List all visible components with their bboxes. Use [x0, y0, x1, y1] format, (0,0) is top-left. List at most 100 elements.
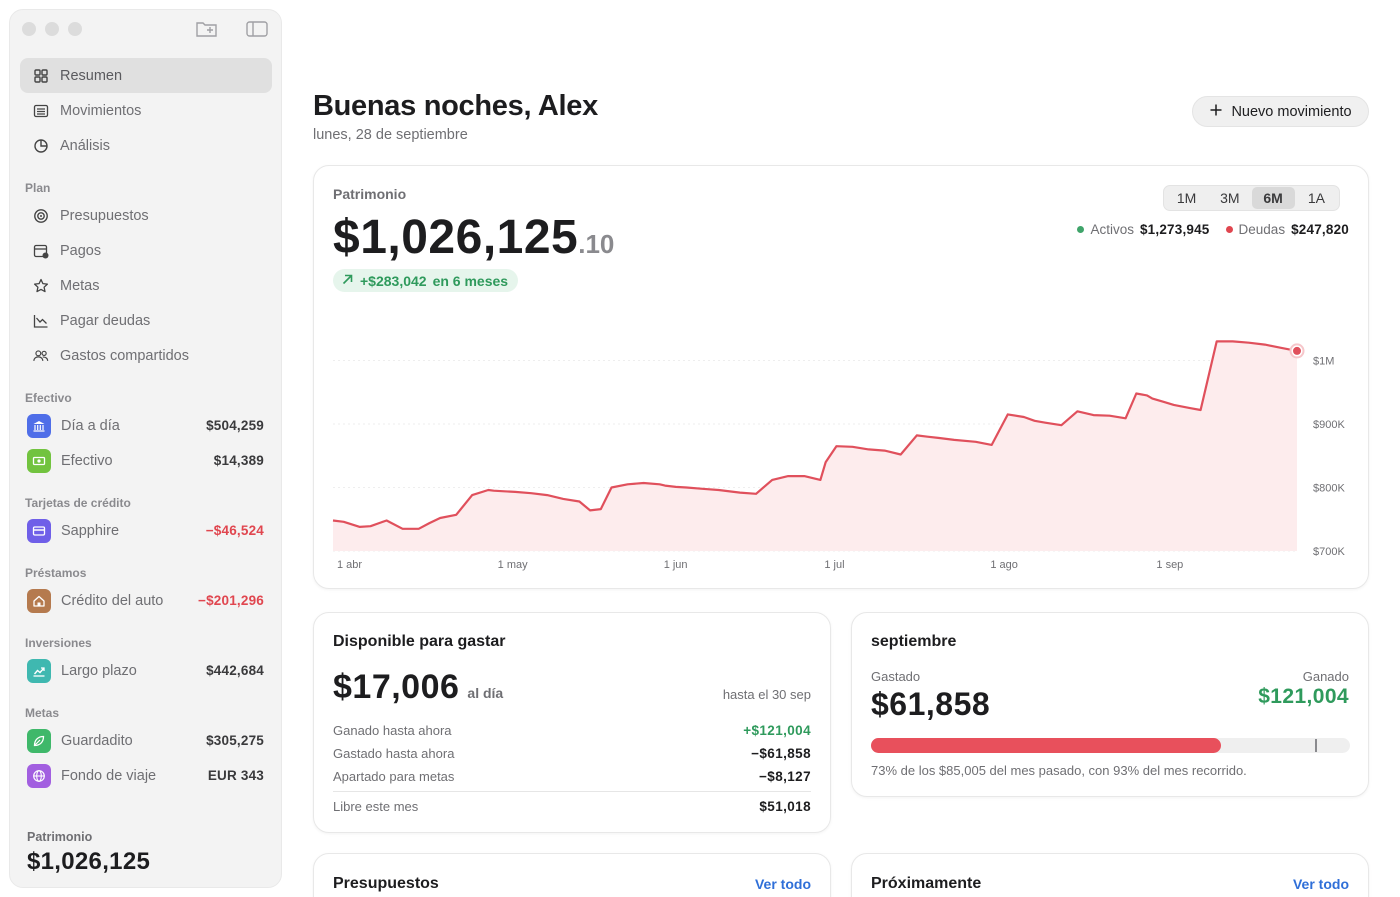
earned-label: Ganado — [1302, 669, 1349, 684]
new-transaction-button[interactable]: Nuevo movimiento — [1192, 96, 1369, 127]
legend-debts-label: Deudas — [1238, 222, 1286, 237]
budgets-title: Presupuestos — [333, 875, 439, 892]
sidebar-item-presupuestos[interactable]: Presupuestos — [20, 198, 272, 233]
legend-assets-value: $1,273,945 — [1139, 222, 1210, 237]
sidebar-networth-label: Patrimonio — [27, 830, 93, 844]
section-label-efectivo: Efectivo — [25, 391, 72, 405]
assets-dot-icon — [1077, 226, 1085, 233]
spend-progress-fill — [871, 738, 1221, 753]
row-label: Apartado para metas — [333, 769, 455, 784]
row-label: Libre este mes — [333, 799, 419, 814]
networth-chart[interactable]: $1M $900K $800K $700K 1 abr 1 may 1 jun 1 jul 1 … — [314, 166, 1370, 590]
account-credito-auto[interactable]: Crédito del auto −$201,296 — [20, 583, 272, 618]
row-value: −$61,858 — [751, 746, 811, 761]
account-name: Efectivo — [61, 452, 113, 469]
row-value: $51,018 — [759, 799, 811, 814]
sidebar: Resumen Movimientos Análisis Plan Presup… — [9, 9, 282, 888]
networth-area — [333, 341, 1297, 551]
leaf-icon — [27, 728, 51, 753]
account-amount: $14,389 — [213, 453, 264, 468]
available-free-row: Libre este mes $51,018 — [333, 799, 811, 814]
range-3m[interactable]: 3M — [1220, 190, 1240, 206]
section-label-inversiones: Inversiones — [25, 636, 92, 650]
cash-icon — [27, 448, 51, 473]
window-controls — [22, 22, 82, 36]
account-largo-plazo[interactable]: Largo plazo $442,684 — [20, 653, 272, 688]
card-icon — [27, 518, 51, 543]
range-1m[interactable]: 1M — [1176, 190, 1197, 206]
growth-icon — [27, 658, 51, 683]
calendar-icon — [33, 243, 49, 259]
account-name: Crédito del auto — [61, 592, 164, 609]
spent-label: Gastado — [871, 669, 921, 684]
plus-icon — [1209, 103, 1223, 121]
sidebar-item-label: Análisis — [60, 137, 110, 154]
sidebar-item-analisis[interactable]: Análisis — [20, 128, 272, 163]
range-6m[interactable]: 6M — [1251, 187, 1295, 209]
sidebar-networth-value: $1,026,125 — [27, 848, 151, 875]
page-date: lunes, 28 de septiembre — [313, 127, 468, 143]
page-title: Buenas noches, Alex — [313, 90, 598, 122]
legend-assets: Activos $1,273,945 — [1077, 222, 1209, 237]
sidebar-item-metas[interactable]: Metas — [20, 268, 272, 303]
trend-down-icon — [33, 313, 49, 329]
divider — [333, 791, 811, 792]
upcoming-title: Próximamente — [871, 875, 982, 892]
available-per: al día — [467, 685, 504, 701]
x-tick-label: 1 sep — [1156, 559, 1183, 571]
sidebar-item-gastos-compartidos[interactable]: Gastos compartidos — [20, 338, 272, 373]
month-elapsed-marker — [1315, 739, 1318, 752]
section-label-prestamos: Préstamos — [25, 566, 87, 580]
sidebar-item-movimientos[interactable]: Movimientos — [20, 93, 272, 128]
last-point-marker — [1293, 346, 1301, 355]
globe-icon — [27, 763, 51, 788]
budgets-see-all-link[interactable]: Ver todo — [754, 876, 811, 892]
month-title: septiembre — [871, 633, 957, 650]
pie-chart-icon — [33, 138, 49, 154]
account-amount: $504,259 — [206, 418, 264, 433]
sidebar-item-label: Pagos — [60, 242, 102, 259]
row-label: Ganado hasta ahora — [333, 723, 452, 738]
x-tick-label: 1 jul — [824, 559, 844, 571]
available-row: Ganado hasta ahora +$121,004 — [333, 723, 811, 738]
x-tick-label: 1 jun — [664, 559, 688, 571]
sidebar-toggle-icon[interactable] — [245, 20, 269, 38]
people-icon — [33, 348, 49, 364]
y-tick-label: $800K — [1313, 482, 1345, 494]
zoom-window-button[interactable] — [68, 22, 82, 36]
account-efectivo[interactable]: Efectivo $14,389 — [20, 443, 272, 478]
legend-assets-label: Activos — [1090, 222, 1134, 237]
available-amount-group: $17,006 al día — [333, 668, 503, 707]
range-1a[interactable]: 1A — [1307, 190, 1325, 206]
debts-dot-icon — [1225, 226, 1233, 233]
account-fondo-viaje[interactable]: Fondo de viaje EUR 343 — [20, 758, 272, 793]
upcoming-see-all-link[interactable]: Ver todo — [1292, 876, 1349, 892]
new-transaction-label: Nuevo movimiento — [1231, 103, 1352, 120]
sidebar-item-pagos[interactable]: Pagos — [20, 233, 272, 268]
account-name: Sapphire — [61, 522, 120, 539]
chart-legend: Activos $1,273,945 Deudas $247,820 — [1077, 222, 1349, 237]
x-tick-label: 1 may — [498, 559, 528, 571]
account-sapphire[interactable]: Sapphire −$46,524 — [20, 513, 272, 548]
sidebar-item-pagar-deudas[interactable]: Pagar deudas — [20, 303, 272, 338]
spent-value: $61,858 — [871, 686, 991, 722]
available-row: Gastado hasta ahora −$61,858 — [333, 746, 811, 761]
account-guardadito[interactable]: Guardadito $305,275 — [20, 723, 272, 758]
list-icon — [33, 103, 49, 119]
networth-change-value: +$283,042 — [360, 272, 427, 289]
section-label-plan: Plan — [25, 181, 51, 195]
minimize-window-button[interactable] — [45, 22, 59, 36]
sidebar-item-label: Metas — [60, 277, 100, 294]
y-tick-label: $700K — [1313, 546, 1345, 558]
house-icon — [27, 588, 51, 613]
networth-value-main: $1,026,125 — [333, 211, 579, 264]
new-folder-icon[interactable] — [195, 20, 219, 38]
account-dia-a-dia[interactable]: Día a día $504,259 — [20, 408, 272, 443]
account-amount: $305,275 — [206, 733, 264, 748]
x-tick-label: 1 abr — [337, 559, 362, 571]
close-window-button[interactable] — [22, 22, 36, 36]
networth-change-period: en 6 meses — [432, 272, 509, 289]
upcoming-card: Próximamente Ver todo — [851, 853, 1369, 897]
account-amount: −$201,296 — [198, 593, 264, 608]
sidebar-item-resumen[interactable]: Resumen — [20, 58, 272, 93]
